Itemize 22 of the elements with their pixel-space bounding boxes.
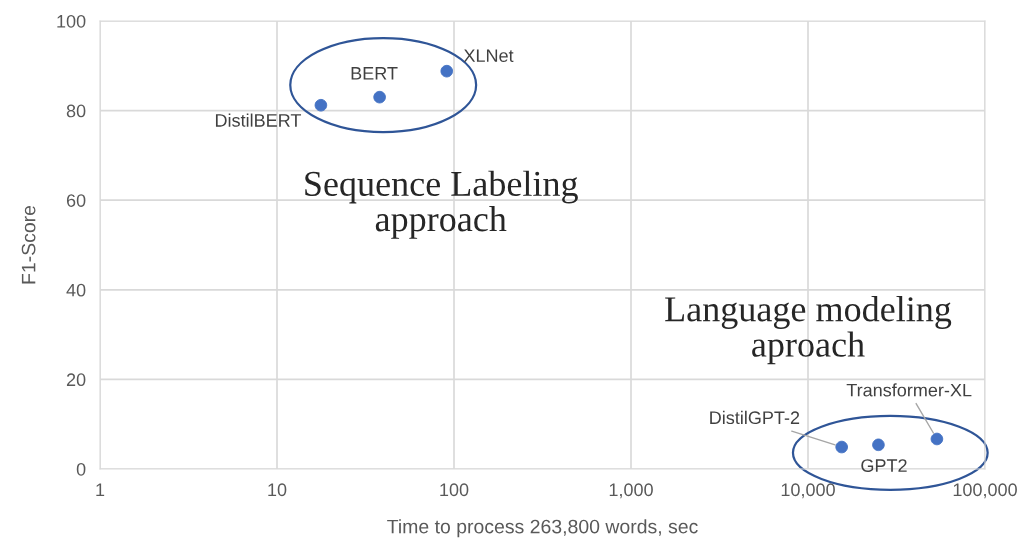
x-tick-label: 10,000: [781, 483, 835, 499]
x-tick-label: 1: [96, 483, 105, 496]
annotation: Transformer-XL: [846, 383, 972, 397]
y-tick-label: 20: [66, 373, 86, 387]
x-tick-label: 1,000: [609, 483, 653, 499]
y-axis-title: F1-Score: [21, 205, 36, 284]
y-tick-label: 40: [66, 283, 86, 297]
annotation: DistilGPT-2: [710, 410, 800, 425]
annotation: DistilBERT: [215, 113, 302, 127]
x-tick-label: 100: [440, 483, 469, 497]
y-tick-label: 100: [57, 14, 86, 28]
annotation: Language modeling aproach: [665, 296, 952, 365]
x-tick-label: 10: [268, 483, 287, 497]
x-tick-label: 100,000: [953, 483, 1017, 499]
annotation: BERT: [351, 67, 398, 80]
x-axis-title: Time to process 263,800 words, sec: [387, 519, 698, 538]
annotation: XLNet: [463, 49, 514, 63]
annotation: GPT2: [861, 459, 907, 472]
y-tick-label: 0: [76, 462, 86, 476]
y-tick-label: 60: [66, 194, 86, 207]
annotation: Sequence Labeling approach: [305, 170, 578, 239]
y-tick-label: 80: [66, 104, 86, 118]
